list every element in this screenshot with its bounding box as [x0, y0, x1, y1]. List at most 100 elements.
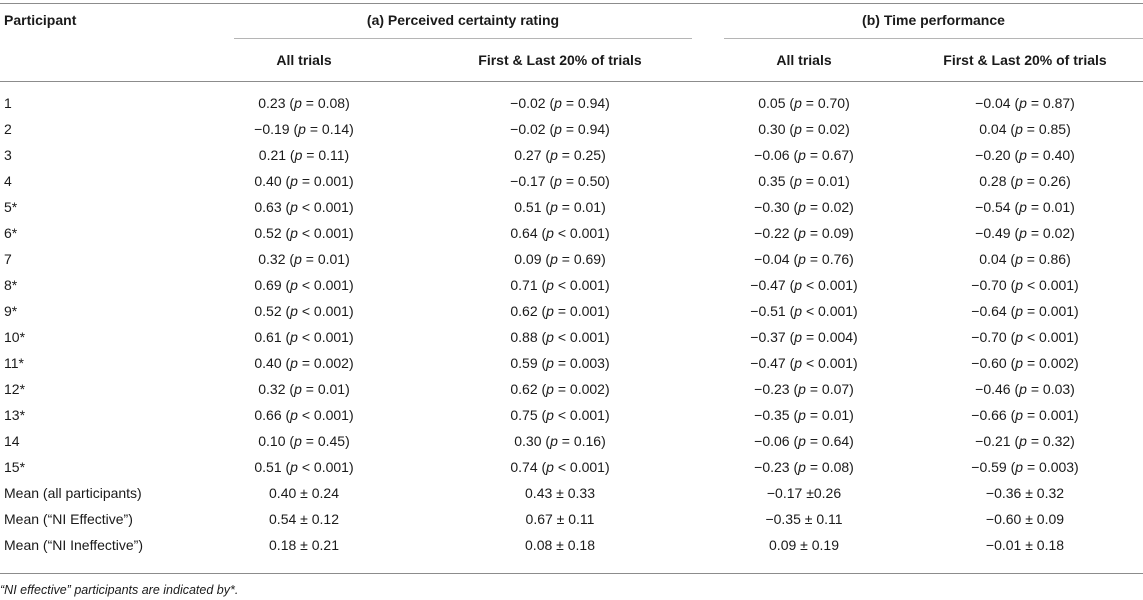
- cell-a-all: 0.32 (p = 0.01): [258, 251, 350, 267]
- cell-b-all: −0.22 (p = 0.09): [754, 225, 854, 241]
- cell-a-all: 0.18 ± 0.21: [269, 537, 339, 553]
- subcol-a-first-last: First & Last 20% of trials: [478, 52, 642, 68]
- cell-participant: 3: [4, 147, 12, 163]
- cell-b-first-last: −0.70 (p < 0.001): [971, 277, 1079, 293]
- cell-a-first-last: 0.64 (p < 0.001): [510, 225, 610, 241]
- cell-a-all: 0.66 (p < 0.001): [254, 407, 354, 423]
- cell-a-all: 0.61 (p < 0.001): [254, 329, 354, 345]
- cell-a-all: 0.21 (p = 0.11): [258, 147, 350, 163]
- bottom-rule: [0, 573, 1143, 574]
- cell-participant: 14: [4, 433, 20, 449]
- header-rule: [0, 81, 1143, 82]
- group-b-rule: [724, 38, 1143, 39]
- cell-b-all: 0.09 ± 0.19: [769, 537, 839, 553]
- cell-b-all: −0.23 (p = 0.07): [754, 381, 854, 397]
- cell-b-all: −0.30 (p = 0.02): [754, 199, 854, 215]
- cell-a-first-last: 0.27 (p = 0.25): [514, 147, 606, 163]
- cell-a-first-last: 0.88 (p < 0.001): [510, 329, 610, 345]
- cell-a-first-last: 0.59 (p = 0.003): [510, 355, 610, 371]
- cell-a-all: 0.51 (p < 0.001): [254, 459, 354, 475]
- cell-a-first-last: 0.43 ± 0.33: [525, 485, 595, 501]
- group-a-rule: [234, 38, 692, 39]
- cell-b-first-last: −0.21 (p = 0.32): [975, 433, 1075, 449]
- group-b-header: (b) Time performance: [862, 12, 1005, 28]
- cell-b-first-last: −0.20 (p = 0.40): [975, 147, 1075, 163]
- cell-b-first-last: −0.64 (p = 0.001): [971, 303, 1079, 319]
- cell-b-all: 0.05 (p = 0.70): [758, 95, 850, 111]
- participant-header: Participant: [4, 12, 77, 28]
- cell-b-first-last: 0.04 (p = 0.86): [979, 251, 1071, 267]
- cell-a-first-last: 0.67 ± 0.11: [525, 511, 595, 527]
- cell-a-all: −0.19 (p = 0.14): [254, 121, 354, 137]
- cell-b-first-last: −0.01 ± 0.18: [985, 537, 1065, 553]
- cell-a-first-last: −0.17 (p = 0.50): [510, 173, 610, 189]
- cell-a-all: 0.52 (p < 0.001): [254, 303, 354, 319]
- cell-b-all: −0.35 (p = 0.01): [754, 407, 854, 423]
- cell-b-first-last: −0.59 (p = 0.003): [971, 459, 1079, 475]
- cell-participant: 13*: [4, 407, 26, 423]
- cell-b-all: −0.51 (p < 0.001): [750, 303, 858, 319]
- cell-participant: 2: [4, 121, 12, 137]
- subcol-b-all: All trials: [776, 52, 832, 68]
- cell-a-first-last: 0.71 (p < 0.001): [510, 277, 610, 293]
- cell-a-all: 0.32 (p = 0.01): [258, 381, 350, 397]
- cell-participant: 4: [4, 173, 12, 189]
- cell-a-first-last: 0.62 (p = 0.001): [510, 303, 610, 319]
- cell-b-first-last: −0.60 ± 0.09: [985, 511, 1065, 527]
- cell-a-first-last: −0.02 (p = 0.94): [510, 121, 610, 137]
- cell-participant: 9*: [4, 303, 18, 319]
- cell-b-first-last: −0.66 (p = 0.001): [971, 407, 1079, 423]
- table-footnote: “NI effective” participants are indicate…: [0, 583, 239, 597]
- cell-b-all: −0.47 (p < 0.001): [750, 355, 858, 371]
- top-rule: [0, 3, 1143, 4]
- cell-b-first-last: 0.28 (p = 0.26): [979, 173, 1071, 189]
- cell-a-first-last: 0.30 (p = 0.16): [514, 433, 606, 449]
- cell-participant: 7: [4, 251, 12, 267]
- cell-participant: 1: [4, 95, 12, 111]
- cell-b-all: −0.35 ± 0.11: [765, 511, 843, 527]
- cell-b-all: 0.30 (p = 0.02): [758, 121, 850, 137]
- cell-b-all: −0.23 (p = 0.08): [754, 459, 854, 475]
- cell-a-first-last: 0.09 (p = 0.69): [514, 251, 606, 267]
- cell-participant: Mean (“NI Ineffective”): [4, 537, 144, 553]
- cell-b-first-last: −0.36 ± 0.32: [985, 485, 1065, 501]
- cell-a-first-last: 0.74 (p < 0.001): [510, 459, 610, 475]
- cell-a-all: 0.52 (p < 0.001): [254, 225, 354, 241]
- cell-a-first-last: 0.62 (p = 0.002): [510, 381, 610, 397]
- cell-a-all: 0.40 ± 0.24: [269, 485, 339, 501]
- cell-participant: 5*: [4, 199, 18, 215]
- cell-b-first-last: −0.46 (p = 0.03): [975, 381, 1075, 397]
- cell-participant: 12*: [4, 381, 26, 397]
- cell-a-all: 0.10 (p = 0.45): [258, 433, 350, 449]
- group-a-header: (a) Perceived certainty rating: [366, 12, 560, 28]
- cell-a-first-last: 0.08 ± 0.18: [525, 537, 595, 553]
- cell-b-all: −0.37 (p = 0.004): [750, 329, 858, 345]
- cell-b-first-last: −0.54 (p = 0.01): [975, 199, 1075, 215]
- cell-a-all: 0.23 (p = 0.08): [258, 95, 350, 111]
- cell-b-first-last: −0.04 (p = 0.87): [975, 95, 1075, 111]
- subcol-b-first-last: First & Last 20% of trials: [943, 52, 1107, 68]
- cell-participant: 10*: [4, 329, 26, 345]
- cell-b-first-last: −0.70 (p < 0.001): [971, 329, 1079, 345]
- cell-a-first-last: −0.02 (p = 0.94): [510, 95, 610, 111]
- cell-participant: Mean (all participants): [4, 485, 142, 501]
- cell-b-first-last: −0.60 (p = 0.002): [971, 355, 1079, 371]
- cell-a-all: 0.54 ± 0.12: [269, 511, 339, 527]
- cell-participant: Mean (“NI Effective”): [4, 511, 133, 527]
- subcol-a-all: All trials: [276, 52, 332, 68]
- cell-participant: 15*: [4, 459, 26, 475]
- cell-b-all: 0.35 (p = 0.01): [758, 173, 850, 189]
- cell-b-all: −0.06 (p = 0.64): [754, 433, 854, 449]
- cell-a-all: 0.69 (p < 0.001): [254, 277, 354, 293]
- cell-a-all: 0.63 (p < 0.001): [254, 199, 354, 215]
- cell-participant: 6*: [4, 225, 18, 241]
- cell-participant: 11*: [4, 355, 24, 371]
- cell-b-all: −0.04 (p = 0.76): [754, 251, 854, 267]
- cell-a-first-last: 0.75 (p < 0.001): [510, 407, 610, 423]
- cell-a-first-last: 0.51 (p = 0.01): [514, 199, 606, 215]
- cell-participant: 8*: [4, 277, 18, 293]
- cell-b-first-last: 0.04 (p = 0.85): [979, 121, 1071, 137]
- cell-a-all: 0.40 (p = 0.001): [254, 173, 354, 189]
- cell-b-first-last: −0.49 (p = 0.02): [975, 225, 1075, 241]
- cell-b-all: −0.17 ±0.26: [766, 485, 842, 501]
